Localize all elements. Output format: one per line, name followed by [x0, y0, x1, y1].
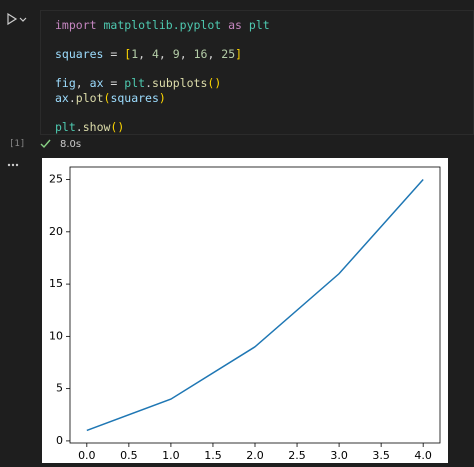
output-menu[interactable] — [7, 163, 19, 167]
x-tick-label: 3.5 — [372, 449, 390, 462]
code-token: , — [207, 47, 222, 61]
code-token: ) — [158, 90, 166, 105]
code-line: fig, ax = plt.subplots() — [55, 76, 270, 91]
code-line: plt.show() — [55, 120, 270, 135]
code-token: ( — [103, 90, 111, 105]
code-token: as — [228, 18, 242, 32]
code-token: , — [179, 47, 194, 61]
code-token: squares — [55, 47, 104, 61]
execution-count: [1] — [9, 139, 26, 149]
success-icon — [40, 139, 51, 149]
x-tick-label: 0.0 — [78, 449, 96, 462]
code-token: 1 — [131, 47, 139, 61]
code-token: ] — [235, 47, 243, 61]
output: 0 5 10 15 20 25 0.0 0.5 1.0 1.5 2.0 2.5 3.0 3.5 4.0 — [42, 158, 448, 463]
code-token: 16 — [193, 47, 208, 61]
code-token: () — [207, 76, 222, 90]
code-token: 9 — [172, 47, 180, 61]
code-token: . — [75, 119, 83, 134]
code-line: ax.plot(squares) — [55, 91, 270, 106]
run-button[interactable] — [7, 12, 18, 26]
y-tick-label: 0 — [56, 434, 63, 447]
code-editor[interactable]: import matplotlib.pyplot as plt squares =… — [55, 18, 270, 134]
y-tick-label: 20 — [49, 225, 63, 238]
x-tick-label: 2.0 — [246, 449, 264, 462]
code-token: () — [110, 119, 125, 134]
code-token: ax — [89, 76, 104, 90]
code-token — [242, 18, 249, 32]
x-tick-label: 3.0 — [330, 449, 348, 462]
code-token: import — [55, 18, 97, 32]
run-menu[interactable] — [19, 17, 27, 22]
chart: 0 5 10 15 20 25 0.0 0.5 1.0 1.5 2.0 2.5 3.0 3.5 4.0 — [49, 166, 441, 462]
code-token: ax — [55, 90, 69, 105]
y-tick-label: 15 — [49, 277, 63, 290]
code-token: = — [103, 47, 125, 61]
x-tick-label: 0.5 — [120, 449, 138, 462]
code-token: plot — [75, 90, 104, 105]
y-tick-label: 10 — [49, 329, 63, 342]
plot-frame — [69, 166, 441, 444]
code-token: matplotlib.pyplot — [103, 18, 222, 32]
code-line: import matplotlib.pyplot as plt — [55, 18, 270, 33]
x-tick-label: 1.0 — [162, 449, 180, 462]
code-token: = — [103, 76, 125, 90]
line-series — [86, 179, 424, 432]
x-tick-label: 4.0 — [414, 449, 432, 462]
code-token: squares — [110, 90, 159, 105]
x-tick-label: 1.5 — [204, 449, 222, 462]
code-line — [55, 62, 270, 77]
x-tick-label: 2.5 — [288, 449, 306, 462]
code-line — [55, 105, 270, 120]
y-tick-label: 25 — [49, 173, 63, 186]
code-token: [ — [124, 47, 132, 61]
code-token: , — [75, 76, 90, 90]
code-token: , — [158, 47, 173, 61]
duration: 8.0s — [60, 139, 82, 150]
code-token: show — [82, 119, 111, 134]
code-token: plt — [248, 18, 270, 32]
code-line: squares = [1, 4, 9, 16, 25] — [55, 47, 270, 62]
code-line — [55, 33, 270, 48]
code-token: subplots — [152, 76, 208, 90]
code-token: 4 — [151, 47, 159, 61]
code-token: . — [145, 76, 152, 90]
code-token: . — [68, 90, 76, 105]
y-tick-label: 5 — [56, 382, 63, 395]
code-token: , — [138, 47, 152, 61]
code-cell[interactable] — [40, 10, 474, 135]
code-token: plt — [124, 76, 146, 90]
code-token: plt — [55, 119, 76, 134]
code-token: fig — [55, 76, 76, 90]
code-token: 25 — [221, 47, 236, 61]
